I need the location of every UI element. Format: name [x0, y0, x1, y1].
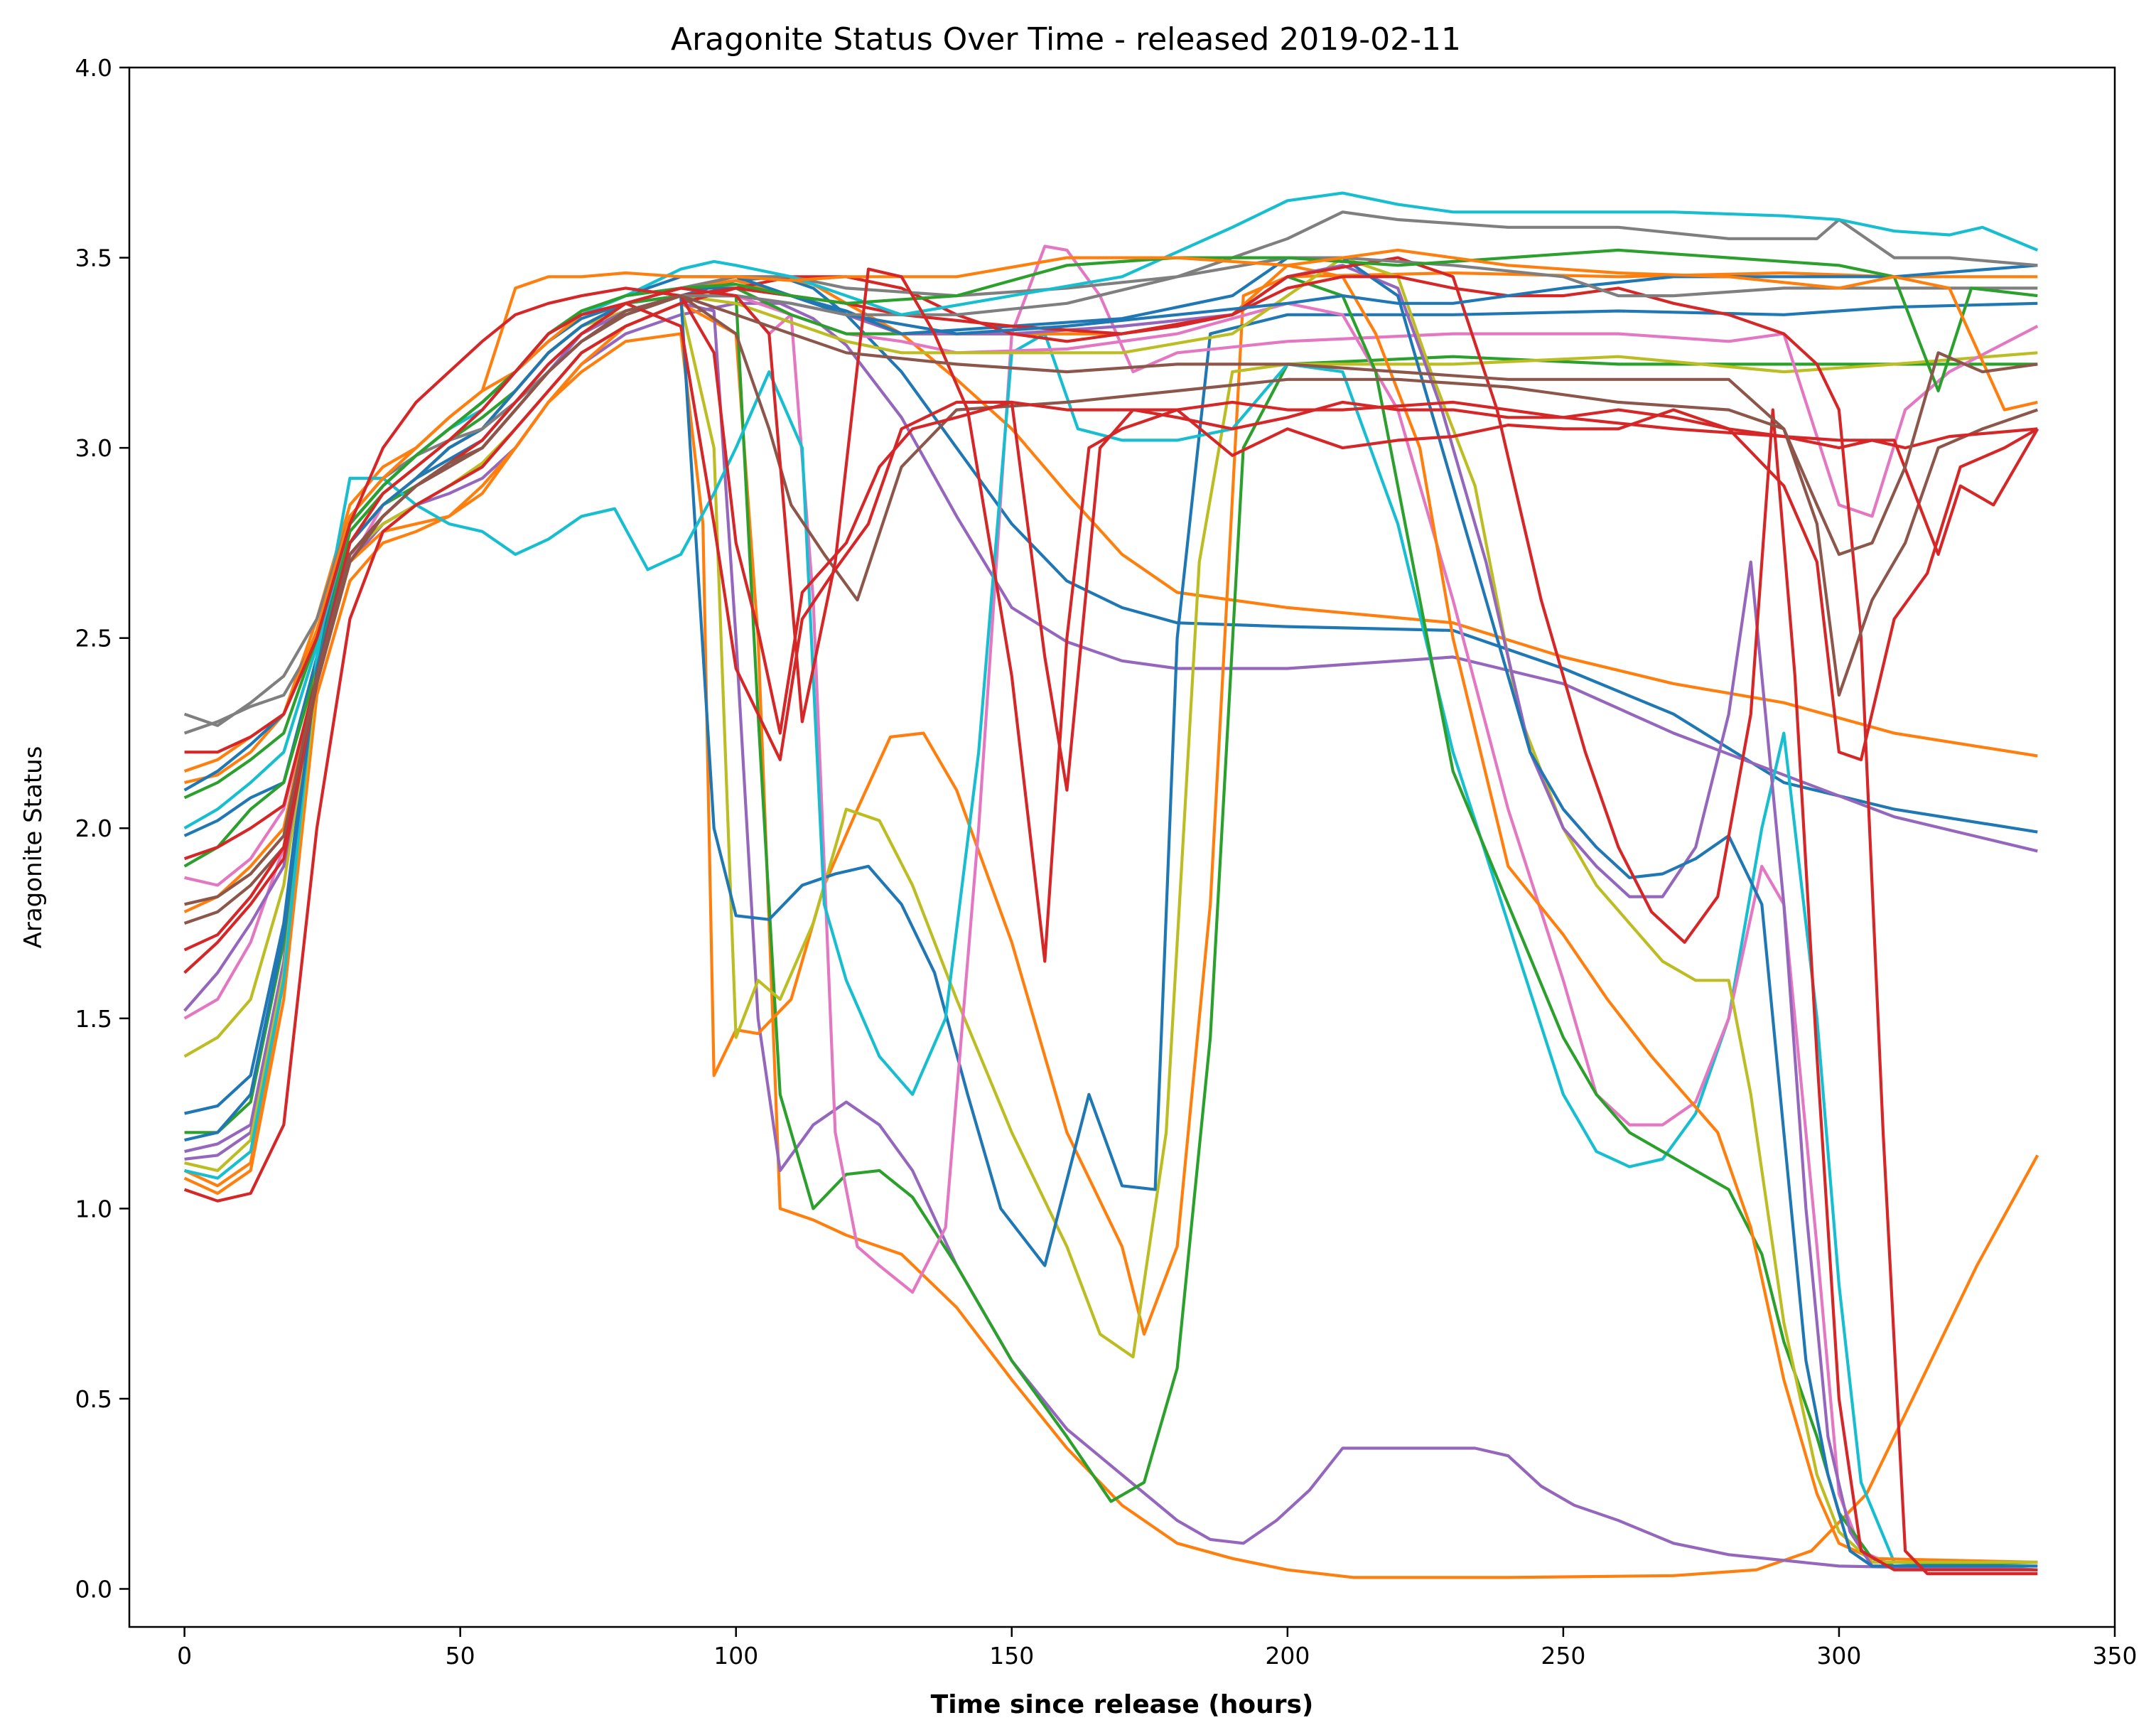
y-tick-label: 1.0	[75, 1195, 112, 1223]
plot-frame	[128, 66, 2116, 1628]
series-line-27	[183, 301, 2039, 861]
x-tick-label: 250	[1541, 1642, 1585, 1670]
x-tick-label: 150	[989, 1642, 1034, 1670]
y-tick-label: 2.5	[75, 625, 112, 652]
series-line-28	[183, 267, 2039, 963]
series-line-6	[183, 271, 2038, 1336]
series-line-18	[183, 275, 2038, 1576]
series-line-29	[184, 294, 2038, 906]
y-tick-label: 4.0	[75, 54, 112, 82]
y-tick-label: 0.5	[75, 1385, 112, 1413]
series-line-3	[183, 301, 2039, 1579]
series-line-9	[183, 245, 2039, 1294]
chart-title: Aragonite Status Over Time - released 20…	[671, 21, 1461, 58]
x-tick-label: 200	[1265, 1642, 1310, 1670]
series-line-24	[183, 248, 2038, 773]
ticks-layer: 0 50 100 150 200 250 300 350 0.0 0.5 1.0 1.5 2.0 2.5 3…	[75, 54, 2138, 1670]
series-line-7	[184, 301, 2038, 1359]
x-axis-label: Time since release (hours)	[931, 1690, 1314, 1719]
series-layer	[183, 191, 2039, 1579]
x-tick-label: 350	[2093, 1642, 2138, 1670]
series-line-16	[184, 256, 2038, 1568]
y-tick-label: 1.5	[75, 1005, 112, 1033]
x-tick-label: 50	[446, 1642, 475, 1670]
y-tick-label: 0.0	[75, 1575, 112, 1603]
x-tick-label: 100	[713, 1642, 758, 1670]
x-tick-label: 300	[1816, 1642, 1861, 1670]
series-line-12	[183, 275, 2038, 1568]
x-tick-label: 0	[177, 1642, 192, 1670]
y-tick-label: 3.5	[75, 245, 112, 272]
series-line-10	[184, 332, 2038, 1571]
series-line-11	[184, 286, 2038, 1571]
y-tick-label: 2.0	[75, 815, 112, 842]
series-line-4	[184, 301, 2038, 1571]
series-line-22	[183, 191, 2039, 830]
series-line-26	[184, 286, 2038, 754]
y-axis-label: Aragonite Status	[19, 746, 48, 949]
y-tick-label: 3.0	[75, 434, 112, 462]
